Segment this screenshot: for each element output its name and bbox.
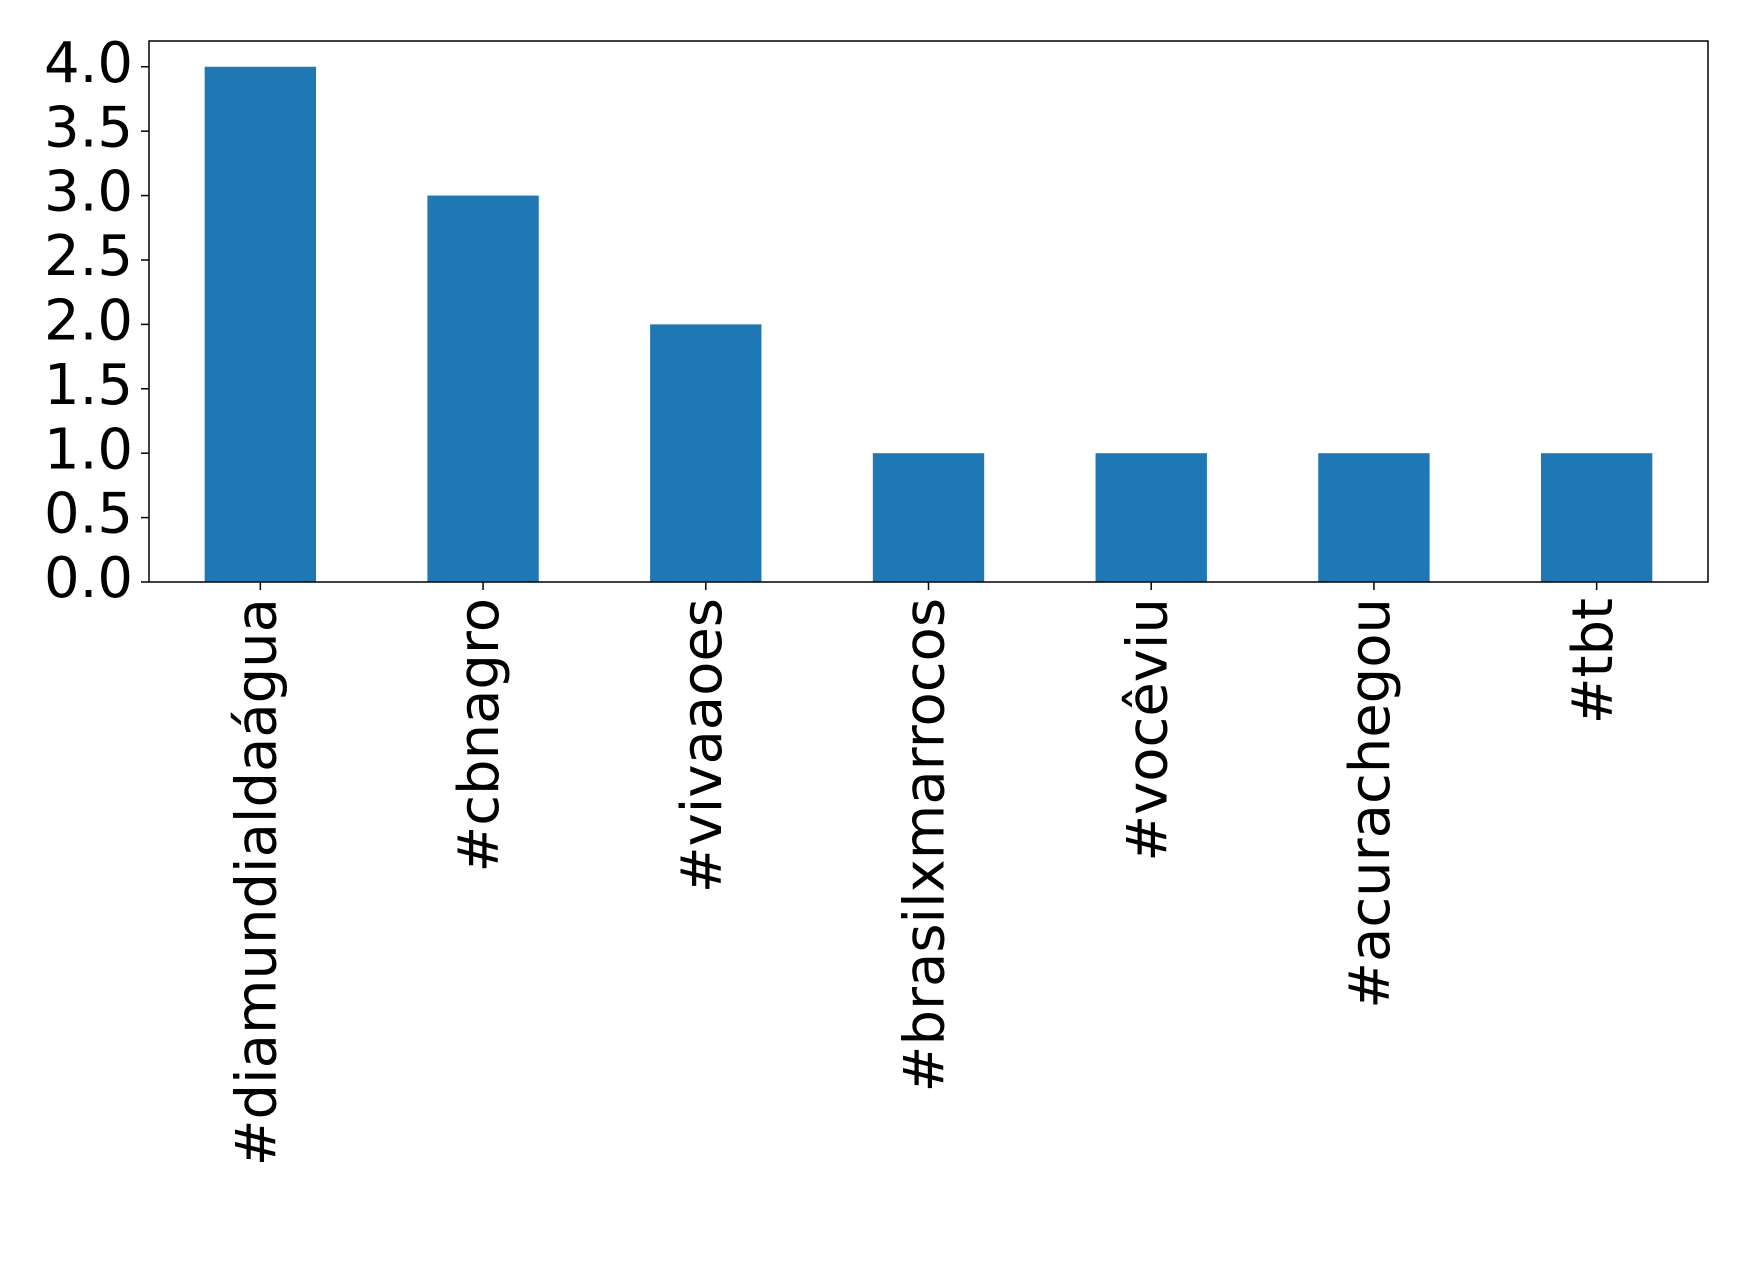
bar <box>1095 453 1207 582</box>
y-tick-label: 3.5 <box>44 95 133 160</box>
bar <box>427 195 539 583</box>
x-tick-label: #brasilxmarrocos <box>893 598 958 1092</box>
bar <box>204 66 317 582</box>
bar <box>1318 453 1430 582</box>
y-tick-label: 0.5 <box>44 482 133 547</box>
x-tick-label: #vocêviu <box>1115 598 1180 862</box>
y-tick-label: 1.5 <box>44 353 133 418</box>
y-tick-label: 3.0 <box>44 160 133 225</box>
plot-frame <box>148 40 1709 583</box>
x-tick-label: #diamundialdaágua <box>224 598 289 1166</box>
y-tick-label: 2.0 <box>44 289 133 354</box>
y-tick-label: 0.0 <box>44 546 133 611</box>
y-tick-label: 2.5 <box>44 224 133 289</box>
x-tick-label: #tbt <box>1561 598 1626 724</box>
bar <box>872 453 985 582</box>
x-tick-label: #vivaaoes <box>670 598 735 893</box>
bar <box>1540 453 1653 582</box>
bar <box>650 324 762 582</box>
y-tick-label: 1.0 <box>44 417 133 482</box>
x-tick-label: #acurachegou <box>1338 598 1403 1009</box>
y-tick-label: 4.0 <box>44 31 133 96</box>
x-tick-label: #cbnagro <box>447 598 512 873</box>
